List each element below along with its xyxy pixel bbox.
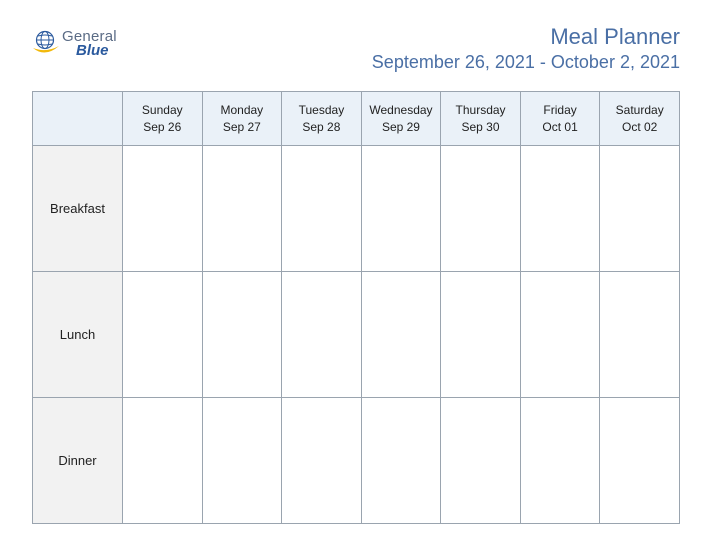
logo: General Blue [32, 24, 117, 58]
row-dinner: Dinner [33, 398, 680, 524]
cell-lunch-wed[interactable] [361, 272, 441, 398]
day-header-thu: Thursday Sep 30 [441, 92, 521, 146]
cell-lunch-mon[interactable] [202, 272, 282, 398]
cell-dinner-sun[interactable] [123, 398, 203, 524]
cell-breakfast-thu[interactable] [441, 146, 521, 272]
header-bar: General Blue Meal Planner September 26, … [32, 24, 680, 73]
cell-breakfast-sat[interactable] [600, 146, 680, 272]
cell-lunch-sun[interactable] [123, 272, 203, 398]
cell-breakfast-wed[interactable] [361, 146, 441, 272]
meal-label-lunch: Lunch [33, 272, 123, 398]
cell-lunch-fri[interactable] [520, 272, 600, 398]
logo-word-blue: Blue [76, 43, 117, 58]
day-header-wed: Wednesday Sep 29 [361, 92, 441, 146]
day-header-fri: Friday Oct 01 [520, 92, 600, 146]
day-header-mon: Monday Sep 27 [202, 92, 282, 146]
cell-lunch-thu[interactable] [441, 272, 521, 398]
cell-dinner-fri[interactable] [520, 398, 600, 524]
corner-cell [33, 92, 123, 146]
cell-dinner-thu[interactable] [441, 398, 521, 524]
meal-label-breakfast: Breakfast [33, 146, 123, 272]
cell-lunch-sat[interactable] [600, 272, 680, 398]
cell-dinner-mon[interactable] [202, 398, 282, 524]
cell-dinner-wed[interactable] [361, 398, 441, 524]
cell-breakfast-tue[interactable] [282, 146, 362, 272]
day-header-tue: Tuesday Sep 28 [282, 92, 362, 146]
cell-breakfast-sun[interactable] [123, 146, 203, 272]
globe-icon [32, 28, 60, 58]
cell-dinner-tue[interactable] [282, 398, 362, 524]
row-breakfast: Breakfast [33, 146, 680, 272]
day-header-sun: Sunday Sep 26 [123, 92, 203, 146]
cell-lunch-tue[interactable] [282, 272, 362, 398]
row-lunch: Lunch [33, 272, 680, 398]
header-titles: Meal Planner September 26, 2021 - Octobe… [372, 24, 680, 73]
cell-dinner-sat[interactable] [600, 398, 680, 524]
page-title: Meal Planner [372, 24, 680, 50]
logo-text: General Blue [62, 29, 117, 58]
cell-breakfast-fri[interactable] [520, 146, 600, 272]
meal-planner-table: Sunday Sep 26 Monday Sep 27 Tuesday Sep … [32, 91, 680, 524]
cell-breakfast-mon[interactable] [202, 146, 282, 272]
day-header-sat: Saturday Oct 02 [600, 92, 680, 146]
date-range: September 26, 2021 - October 2, 2021 [372, 52, 680, 73]
header-row: Sunday Sep 26 Monday Sep 27 Tuesday Sep … [33, 92, 680, 146]
meal-label-dinner: Dinner [33, 398, 123, 524]
